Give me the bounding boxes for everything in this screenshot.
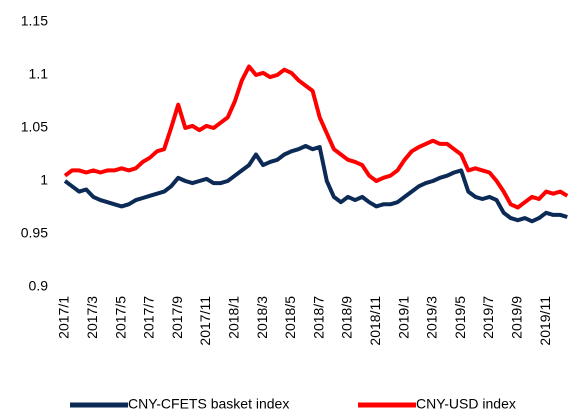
series-line bbox=[63, 144, 568, 224]
x-tick-label: 2017/5 bbox=[112, 296, 128, 339]
x-tick-label: 2019/7 bbox=[480, 296, 496, 339]
legend-label: CNY-CFETS basket index bbox=[128, 396, 289, 412]
x-tick-label: 2019/11 bbox=[537, 296, 553, 346]
x-tick-label: 2018/1 bbox=[226, 296, 242, 339]
x-tick-label: 2017/7 bbox=[141, 296, 157, 339]
x-tick-label: 2018/11 bbox=[367, 296, 383, 346]
x-tick-label: 2018/7 bbox=[310, 296, 326, 339]
x-tick-label: 2019/9 bbox=[509, 296, 525, 339]
x-tick-label: 2019/1 bbox=[395, 296, 411, 339]
x-tick-label: 2017/3 bbox=[84, 296, 100, 339]
y-tick-label: 1 bbox=[40, 172, 48, 188]
x-tick-label: 2017/9 bbox=[169, 296, 185, 339]
x-tick-label: 2018/3 bbox=[254, 296, 270, 339]
y-tick-label: 1.05 bbox=[21, 119, 48, 135]
x-tick-label: 2019/5 bbox=[452, 296, 468, 339]
x-tick-label: 2019/3 bbox=[424, 296, 440, 339]
x-tick-label: 2017/11 bbox=[197, 296, 213, 346]
x-tick-label: 2018/9 bbox=[339, 296, 355, 339]
legend-label: CNY-USD index bbox=[416, 396, 516, 412]
series-line bbox=[63, 64, 569, 210]
y-tick-label: 0.9 bbox=[29, 278, 49, 294]
x-tick-label: 2018/5 bbox=[282, 296, 298, 339]
y-tick-label: 0.95 bbox=[21, 225, 48, 241]
x-tick-label: 2017/1 bbox=[56, 296, 72, 339]
y-tick-label: 1.1 bbox=[29, 66, 49, 82]
y-tick-label: 1.15 bbox=[21, 13, 48, 29]
